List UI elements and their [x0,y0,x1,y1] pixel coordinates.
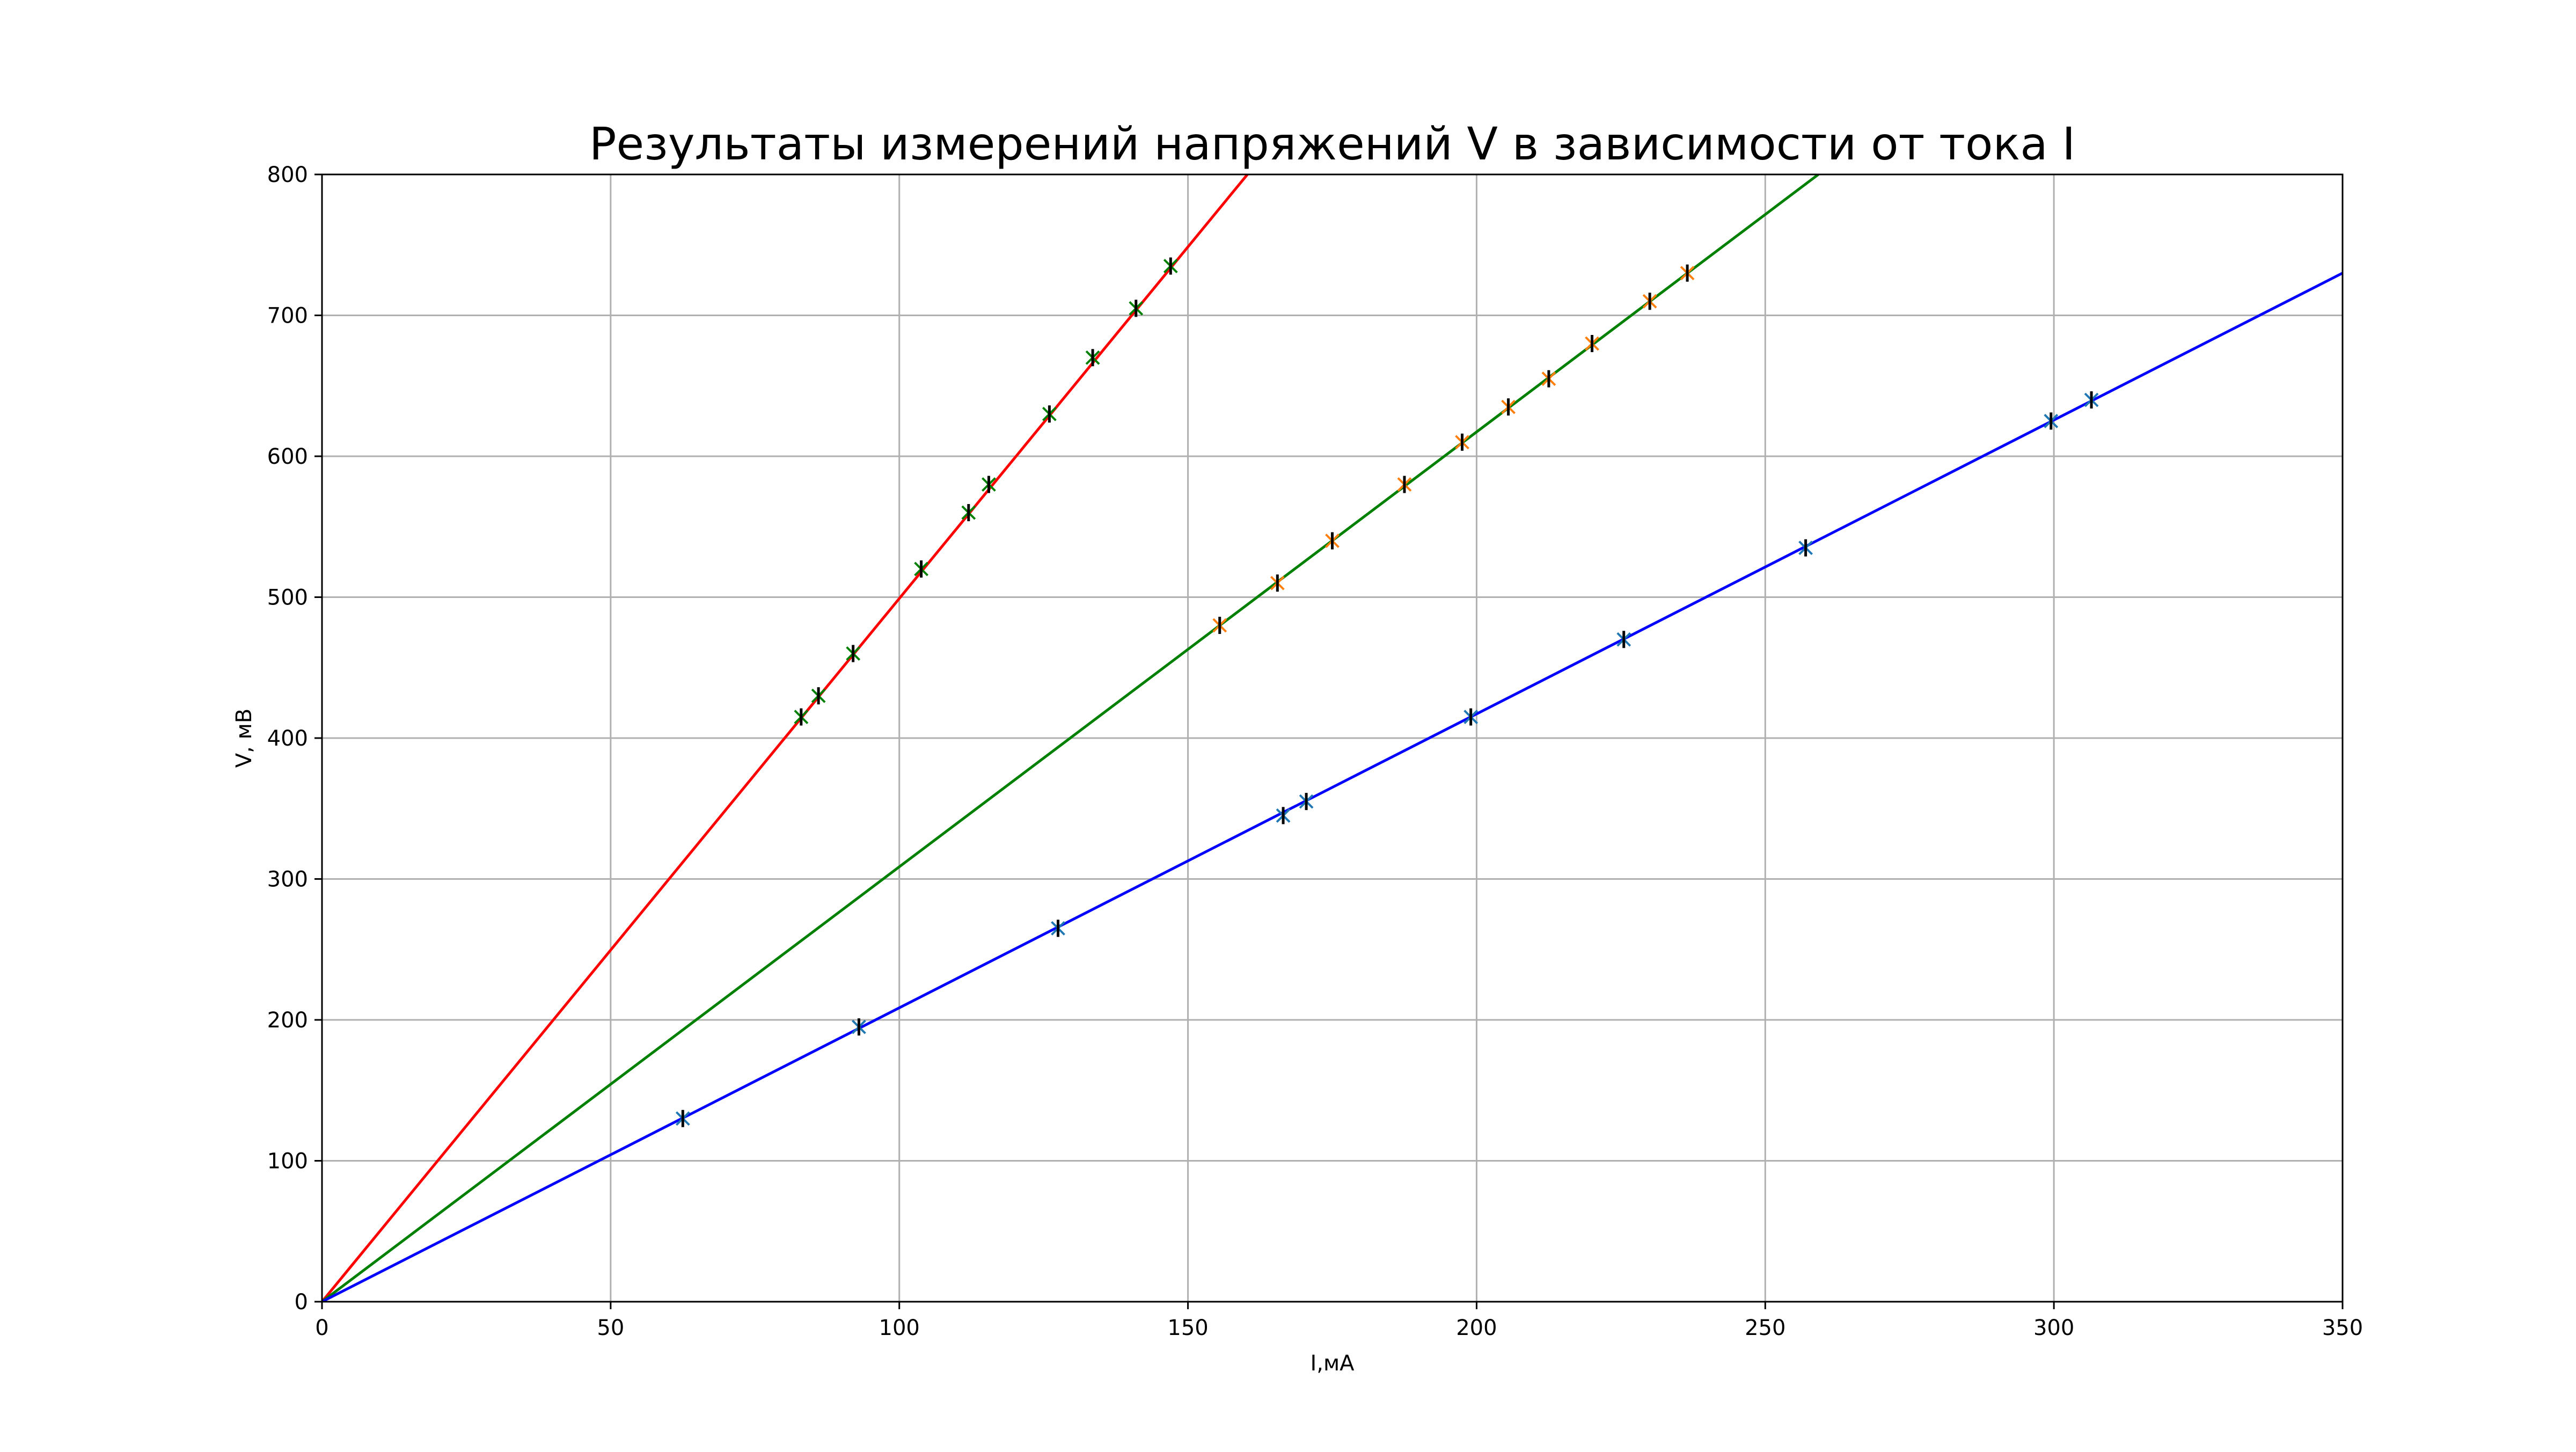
x-tick-label: 0 [315,1316,328,1340]
data-point [1276,807,1291,824]
x-tick-label: 100 [879,1316,920,1340]
x-tick-label: 350 [2322,1316,2363,1340]
data-point [961,504,976,521]
data-point [1541,370,1556,388]
data-point [1299,793,1314,811]
data-point [1085,349,1100,367]
data-point [982,476,996,493]
y-tick-label: 700 [267,304,308,329]
axis-ticks: 0 50 100 150 200 250 300 350 0 100 200 300 400 500 600… [267,163,2363,1340]
x-tick-label: 300 [2033,1316,2074,1340]
x-tick-label: 150 [1167,1316,1208,1340]
data-point [2044,412,2059,430]
data-point [1270,574,1285,592]
data-point [914,560,929,578]
data-point [1325,532,1340,550]
data-point [1042,405,1057,423]
data-point [1463,708,1479,726]
data-point [811,687,826,705]
y-axis-label: V, мВ [232,709,257,768]
series-line-3 [322,272,2343,1302]
data-point [1051,920,1065,937]
x-tick-label: 250 [1745,1316,1785,1340]
x-tick-label: 50 [597,1316,624,1340]
y-tick-label: 400 [267,726,308,751]
data-point [1163,257,1178,275]
data-point [675,1110,690,1127]
data-point [1798,539,1813,557]
y-tick-label: 300 [267,867,308,892]
data-point [1642,293,1657,310]
y-tick-label: 200 [267,1008,308,1033]
series-line-2 [322,174,1819,1302]
data-point [2084,391,2099,408]
chart-title: Результаты измерений напряжений V в зави… [589,118,2075,170]
y-tick-label: 100 [267,1149,308,1174]
data-point [1455,433,1469,451]
data-point [1212,617,1227,634]
data-point [1397,476,1412,493]
grid [321,173,2344,1303]
y-tick-label: 500 [267,586,308,610]
data-point [1501,398,1516,416]
data-markers [675,257,2099,1127]
y-tick-label: 600 [267,444,308,469]
y-tick-label: 800 [267,163,308,187]
y-tick-label: 0 [295,1290,308,1315]
data-point [1585,335,1599,352]
data-point [852,1018,866,1036]
x-tick-label: 200 [1456,1316,1497,1340]
data-point [1616,631,1631,648]
data-point [1680,264,1695,282]
data-point [794,708,809,726]
x-axis-label: I,мА [1310,1351,1355,1376]
data-point [1129,300,1144,317]
data-point [846,645,861,662]
